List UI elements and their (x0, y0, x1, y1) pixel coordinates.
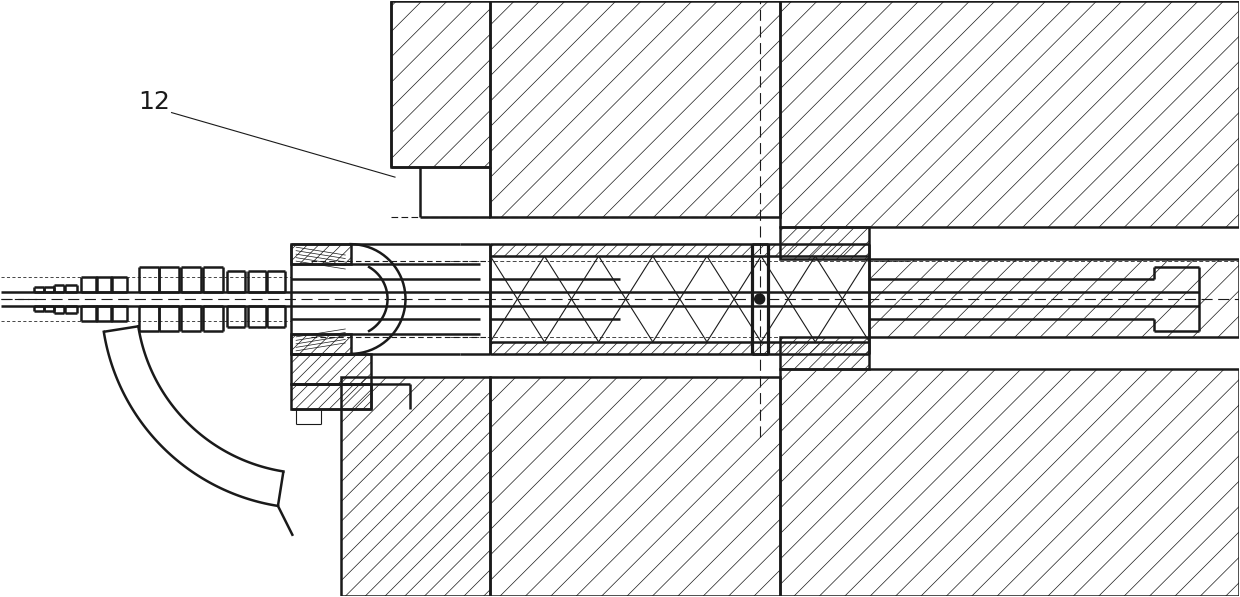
Text: 12: 12 (138, 91, 170, 115)
Polygon shape (755, 294, 765, 304)
